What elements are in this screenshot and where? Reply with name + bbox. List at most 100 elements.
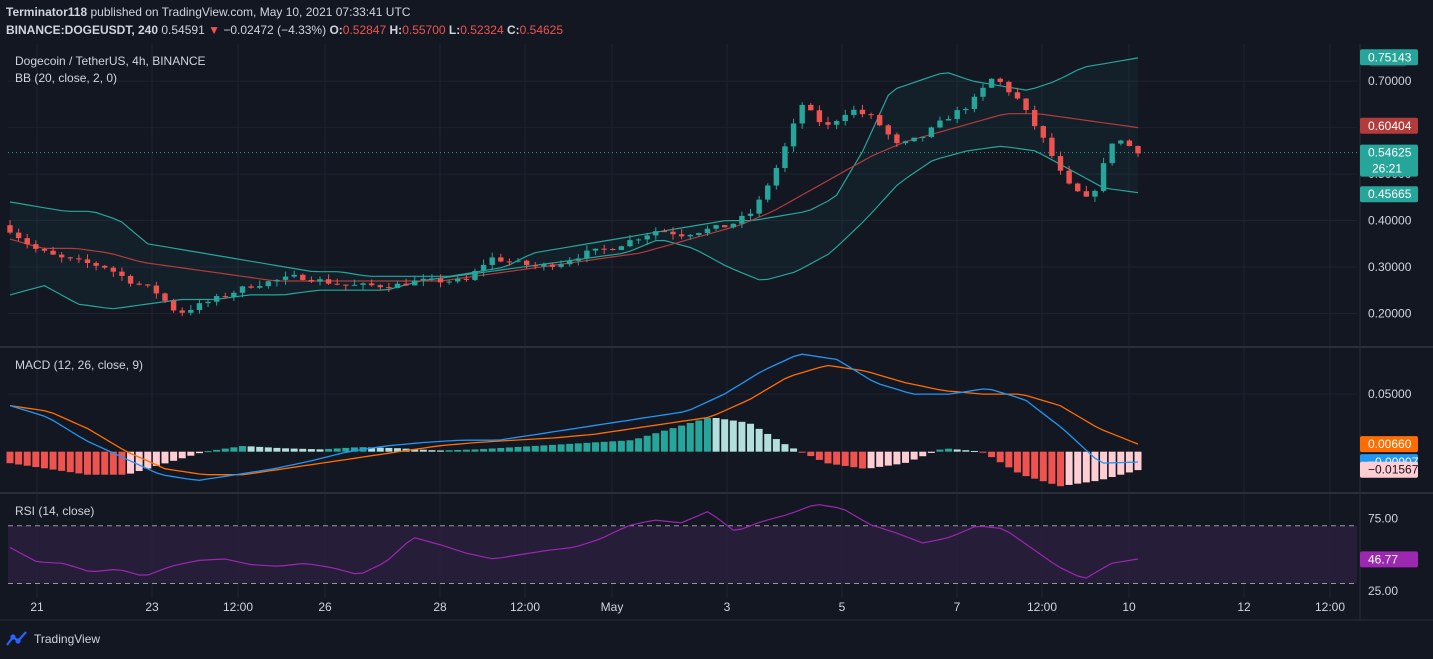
pane-legend[interactable]: BB (20, close, 2, 0)	[15, 71, 117, 85]
macd-histogram-bar[interactable]	[523, 446, 531, 452]
macd-histogram-bar[interactable]	[858, 451, 866, 469]
macd-histogram-bar[interactable]	[437, 450, 445, 452]
macd-histogram-bar[interactable]	[1065, 451, 1073, 485]
candle-body[interactable]	[412, 280, 418, 286]
candle-body[interactable]	[1006, 81, 1012, 93]
macd-histogram-bar[interactable]	[32, 451, 40, 468]
candle-body[interactable]	[859, 109, 866, 115]
macd-histogram-bar[interactable]	[1100, 451, 1108, 480]
candle-body[interactable]	[153, 285, 160, 294]
candle-body[interactable]	[7, 225, 13, 233]
candle-body[interactable]	[954, 110, 960, 119]
candle-body[interactable]	[653, 231, 659, 236]
macd-histogram-bar[interactable]	[454, 449, 462, 452]
candle-body[interactable]	[997, 78, 1003, 82]
macd-histogram-bar[interactable]	[988, 451, 996, 458]
candle-body[interactable]	[179, 310, 185, 313]
candle-body[interactable]	[739, 215, 745, 224]
macd-histogram-bar[interactable]	[945, 448, 953, 452]
candle-body[interactable]	[282, 276, 289, 280]
macd-histogram-bar[interactable]	[824, 451, 832, 464]
candle-body[interactable]	[765, 185, 771, 200]
macd-line[interactable]	[9, 353, 1139, 481]
macd-histogram-bar[interactable]	[635, 438, 643, 452]
candle-body[interactable]	[110, 267, 117, 272]
macd-histogram-bar[interactable]	[170, 451, 178, 461]
candle-body[interactable]	[971, 96, 978, 109]
candles[interactable]	[7, 77, 1141, 317]
macd-histogram-bar[interactable]	[445, 450, 453, 452]
macd-histogram-bar[interactable]	[729, 420, 737, 452]
macd-histogram-bar[interactable]	[144, 451, 152, 469]
candle-body[interactable]	[704, 228, 711, 234]
macd-histogram-bar[interactable]	[626, 440, 634, 452]
macd-histogram-bar[interactable]	[23, 451, 31, 466]
candle-body[interactable]	[635, 239, 642, 241]
candle-body[interactable]	[1100, 163, 1107, 191]
macd-histogram-bar[interactable]	[1031, 451, 1039, 479]
candle-body[interactable]	[963, 108, 969, 111]
macd-histogram-bar[interactable]	[1039, 451, 1047, 482]
candle-body[interactable]	[876, 115, 883, 126]
candle-body[interactable]	[515, 260, 521, 262]
candle-body[interactable]	[945, 118, 952, 121]
macd-histogram-bar[interactable]	[1057, 451, 1065, 487]
candle-body[interactable]	[196, 303, 203, 310]
rsi-pane[interactable]	[8, 504, 1357, 585]
candle-body[interactable]	[24, 238, 30, 245]
bb-upper-line[interactable]	[9, 57, 1139, 277]
candle-body[interactable]	[988, 78, 995, 88]
candle-body[interactable]	[265, 281, 272, 287]
macd-histogram-bar[interactable]	[1074, 451, 1082, 484]
candle-body[interactable]	[894, 134, 900, 144]
candle-body[interactable]	[601, 248, 607, 250]
macd-histogram-bar[interactable]	[15, 451, 23, 465]
macd-histogram-bar[interactable]	[686, 423, 694, 452]
macd-histogram-bar[interactable]	[970, 450, 978, 452]
candle-body[interactable]	[291, 274, 297, 277]
candle-body[interactable]	[429, 278, 435, 280]
macd-histogram-bar[interactable]	[282, 448, 290, 452]
candle-body[interactable]	[610, 249, 616, 251]
macd-histogram-bar[interactable]	[480, 448, 488, 452]
macd-histogram-bar[interactable]	[505, 447, 513, 452]
candle-body[interactable]	[868, 114, 874, 116]
candle-body[interactable]	[76, 258, 82, 260]
candle-body[interactable]	[325, 279, 332, 284]
rsi-line[interactable]	[9, 504, 1139, 579]
candle-body[interactable]	[119, 271, 125, 276]
macd-histogram-bar[interactable]	[247, 446, 255, 452]
candle-body[interactable]	[1118, 140, 1124, 144]
candle-body[interactable]	[463, 278, 470, 280]
candle-body[interactable]	[136, 283, 142, 285]
macd-histogram-bar[interactable]	[695, 420, 703, 452]
macd-histogram-bar[interactable]	[1108, 451, 1116, 477]
macd-histogram-bar[interactable]	[566, 443, 574, 452]
macd-histogram-bar[interactable]	[1091, 451, 1099, 482]
macd-histogram-bar[interactable]	[747, 423, 755, 452]
macd-histogram-bar[interactable]	[342, 447, 350, 452]
candle-body[interactable]	[420, 278, 427, 281]
candle-body[interactable]	[808, 104, 814, 111]
candle-body[interactable]	[1057, 156, 1064, 171]
macd-histogram-bar[interactable]	[600, 441, 608, 452]
candle-body[interactable]	[343, 284, 349, 286]
candle-body[interactable]	[351, 284, 358, 286]
candle-body[interactable]	[782, 146, 788, 169]
macd-histogram-bar[interactable]	[557, 444, 565, 452]
macd-histogram-bar[interactable]	[393, 448, 401, 452]
candle-body[interactable]	[188, 309, 194, 313]
pane-legend[interactable]: Dogecoin / TetherUS, 4h, BINANCE	[15, 54, 206, 68]
candle-body[interactable]	[816, 110, 823, 123]
macd-histogram-bar[interactable]	[273, 447, 281, 452]
macd-histogram-bar[interactable]	[497, 447, 505, 452]
macd-histogram-bar[interactable]	[316, 449, 324, 452]
macd-histogram-bar[interactable]	[368, 447, 376, 452]
macd-histogram-bar[interactable]	[678, 425, 686, 452]
candle-body[interactable]	[308, 279, 315, 282]
candle-body[interactable]	[747, 213, 754, 216]
candle-body[interactable]	[50, 250, 56, 255]
macd-histogram-bar[interactable]	[290, 448, 298, 452]
macd-histogram-bar[interactable]	[643, 435, 651, 452]
macd-histogram-bar[interactable]	[333, 448, 341, 452]
